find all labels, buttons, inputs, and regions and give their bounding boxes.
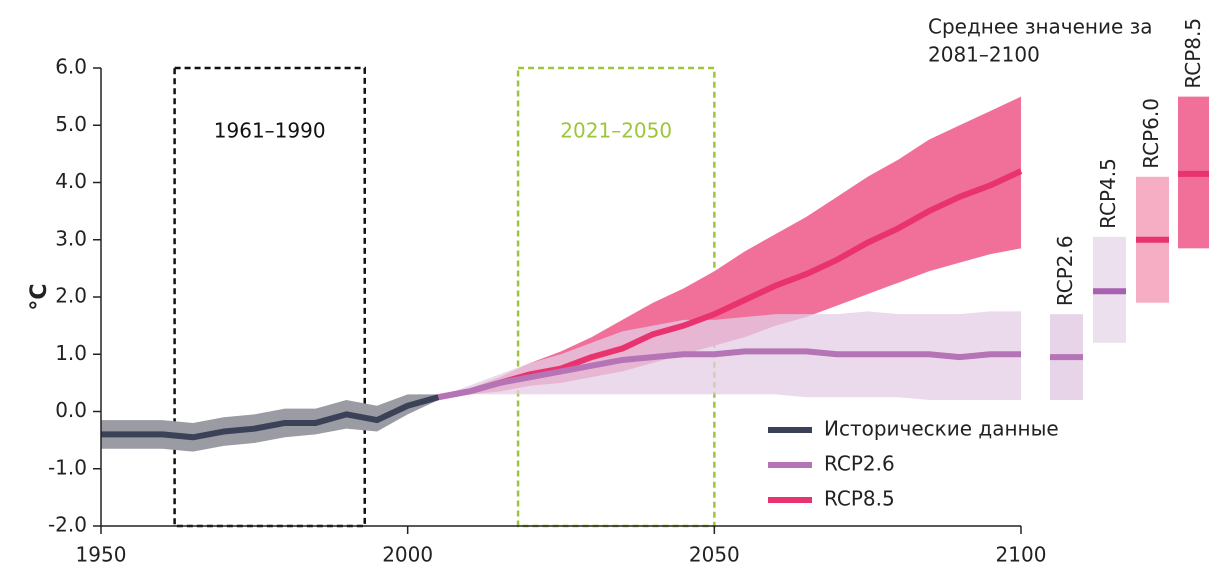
- legend-label: RCP2.6: [824, 452, 895, 476]
- y-tick-label: -1.0: [48, 455, 87, 479]
- legend-label: RCP8.5: [824, 487, 895, 511]
- y-tick-label: 0.0: [55, 398, 87, 422]
- legend-label: Исторические данные: [824, 417, 1059, 441]
- x-tick-label: 1950: [76, 543, 127, 567]
- series-line: [437, 348, 1021, 401]
- scenario-label: RCP4.5: [1096, 158, 1120, 229]
- means-title: 2081–2100: [928, 43, 1040, 67]
- series-line: [101, 394, 440, 441]
- x-tick-label: 2050: [689, 543, 740, 567]
- y-tick-label: 3.0: [55, 226, 87, 250]
- x-tick-label: 2000: [382, 543, 433, 567]
- period-label: 1961–1990: [214, 119, 326, 143]
- y-tick-label: 2.0: [55, 284, 87, 308]
- scenario-label: RCP8.5: [1181, 18, 1205, 89]
- y-tick-label: 1.0: [55, 341, 87, 365]
- y-tick-label: 5.0: [55, 112, 87, 136]
- y-axis-label: °C: [27, 283, 52, 310]
- y-tick-label: 4.0: [55, 169, 87, 193]
- period-label: 2021–2050: [560, 119, 672, 143]
- y-tick-label: 6.0: [55, 55, 87, 79]
- scenario-label: RCP6.0: [1139, 98, 1163, 169]
- y-tick-label: -2.0: [48, 513, 87, 537]
- x-tick-label: 2100: [996, 543, 1047, 567]
- means-title: Среднее значение за: [928, 15, 1153, 39]
- scenario-label: RCP2.6: [1053, 235, 1077, 306]
